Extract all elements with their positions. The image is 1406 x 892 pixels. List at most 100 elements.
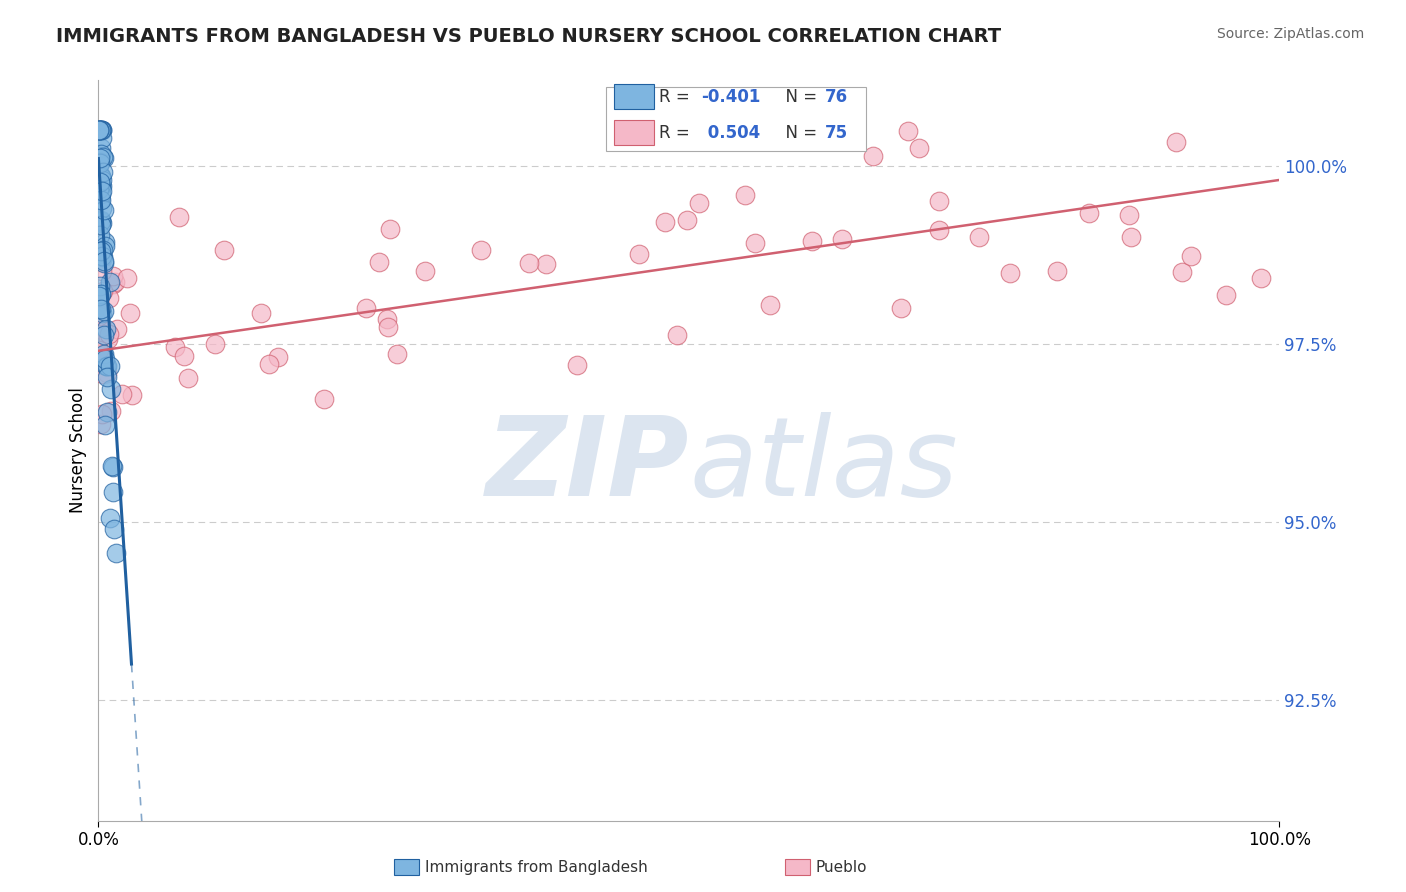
Point [96,359,118,374]
Point [115,270,138,285]
Point [259,357,281,371]
Point [87,123,110,137]
Point [94,235,117,249]
Point [89,155,111,169]
Point [1250,271,1272,285]
Point [565,359,588,373]
Text: R =: R = [659,88,696,106]
Point [831,232,853,246]
Point [97,326,120,341]
Point [105,546,128,560]
Point [1215,288,1237,302]
Point [89,123,111,137]
Text: Source: ZipAtlas.com: Source: ZipAtlas.com [1216,27,1364,41]
Point [470,243,492,257]
Point [93,303,115,318]
Point [87,309,110,323]
Point [897,124,920,138]
Point [534,257,557,271]
Point [96,369,118,384]
Point [90,218,112,232]
Point [94,418,117,433]
Point [378,222,401,236]
Point [688,196,710,211]
Point [98,359,121,374]
Point [94,322,117,336]
Point [90,123,112,137]
Text: 76: 76 [825,88,848,106]
Point [87,179,110,194]
Point [90,255,112,269]
Text: R =: R = [659,124,696,142]
Point [90,173,112,187]
Point [1078,206,1101,220]
Text: ZIP: ZIP [485,412,689,519]
Point [93,151,115,165]
Point [734,188,756,202]
Point [100,404,122,418]
Point [89,155,111,169]
Point [91,243,114,257]
Point [204,337,226,351]
Point [91,165,114,179]
Point [367,255,389,269]
Text: Pueblo: Pueblo [815,860,868,874]
Point [266,350,288,364]
Text: 75: 75 [825,124,848,142]
Point [375,312,398,326]
Point [93,203,115,218]
Point [89,168,111,182]
Point [90,214,112,228]
Point [998,266,1021,280]
Point [800,234,823,248]
Point [89,228,111,243]
Point [96,405,118,419]
Text: Immigrants from Bangladesh: Immigrants from Bangladesh [425,860,647,874]
Point [1046,264,1069,278]
Point [250,305,273,319]
Point [90,169,112,184]
Point [121,388,143,402]
Point [90,244,112,258]
Point [676,213,699,227]
Point [90,169,112,183]
Point [90,287,112,301]
Point [87,172,110,186]
Text: N =: N = [775,124,823,142]
Point [87,123,110,137]
Point [928,194,950,209]
Point [120,306,142,320]
Point [90,249,112,263]
Point [87,343,110,358]
Point [1171,264,1194,278]
Point [1119,230,1142,244]
Point [93,150,115,164]
Point [908,141,931,155]
Point [93,255,115,269]
Text: N =: N = [775,88,823,106]
Point [90,347,112,361]
Point [93,327,115,342]
Point [627,247,650,261]
Point [101,459,124,474]
Point [1180,249,1202,263]
Point [167,210,190,224]
Point [91,264,114,278]
Point [312,392,335,406]
Point [89,192,111,206]
Point [98,292,121,306]
Point [90,141,112,155]
Point [413,263,436,277]
Point [101,460,124,475]
Point [517,256,540,270]
Point [101,485,124,500]
Point [90,123,112,137]
Point [94,351,117,366]
Point [90,147,112,161]
Point [214,243,236,257]
Point [165,340,187,354]
Point [98,275,121,289]
Point [928,223,950,237]
Point [91,250,114,264]
Point [90,320,112,334]
